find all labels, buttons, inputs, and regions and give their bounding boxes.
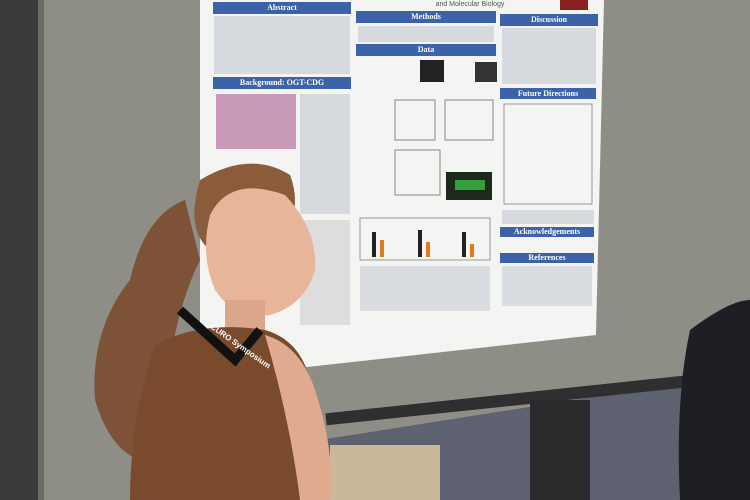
section-header (500, 14, 598, 26)
board-frame (0, 0, 38, 500)
section-title: Acknowledgements (514, 227, 580, 236)
text-block (502, 210, 594, 224)
logo (560, 0, 588, 10)
figure-bar (418, 230, 422, 257)
section-header (500, 253, 594, 263)
person-right (678, 300, 750, 500)
board-base (325, 373, 705, 426)
poster-title: and Molecular Biology (436, 1, 505, 8)
section-title: Background: OGT-CDG (240, 78, 324, 87)
text-block (300, 94, 350, 214)
section-header (356, 44, 496, 56)
background-legs (530, 400, 590, 500)
figure-bar (380, 240, 384, 257)
figure-bar (372, 232, 376, 257)
face (206, 188, 316, 316)
lanyard (176, 306, 264, 367)
figure-bar (426, 242, 430, 257)
plot-figure (394, 149, 441, 196)
section-title: References (528, 253, 565, 262)
plot-figure (394, 99, 436, 141)
section-title: Future Directions (518, 89, 578, 98)
gel-image (420, 60, 444, 82)
plot-figure (503, 103, 593, 205)
bar-figures (359, 217, 491, 261)
text-block (358, 26, 494, 42)
figure-bar (462, 232, 466, 257)
ponytail (94, 200, 200, 460)
section-title: Discussion (531, 15, 568, 24)
text-block (502, 28, 596, 84)
section-title: Abstract (267, 3, 297, 12)
section-header (500, 227, 594, 237)
gel-image (475, 62, 497, 82)
text-block (502, 266, 592, 306)
protein-figure (216, 94, 296, 149)
section-header (500, 88, 596, 99)
blot-signal (455, 180, 485, 190)
text-block (214, 16, 350, 74)
figure-bar (470, 244, 474, 257)
text-block (360, 266, 490, 311)
section-title: Data (418, 45, 434, 54)
plot-figure (444, 99, 494, 141)
section-header (356, 11, 496, 23)
section-title: Methods (411, 12, 441, 21)
section-header (213, 77, 351, 89)
section-header (213, 2, 351, 14)
shoulder (265, 335, 331, 500)
background-person (330, 445, 440, 500)
board-edge (38, 0, 44, 500)
